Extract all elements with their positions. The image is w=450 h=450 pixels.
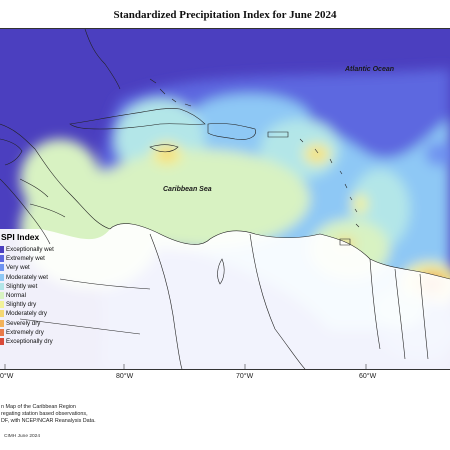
- legend-label: Moderately wet: [6, 273, 48, 281]
- legend-label: Extremely wet: [6, 255, 45, 263]
- legend-swatch: [0, 246, 4, 254]
- legend-label: Slightly wet: [6, 282, 38, 290]
- legend-label: Normal: [6, 292, 26, 300]
- legend-label: Exceptionally wet: [6, 246, 54, 254]
- legend-swatch: [0, 337, 4, 345]
- legend-swatch: [0, 292, 4, 300]
- note-line-1: n Map of the Caribbean Region: [1, 404, 76, 410]
- legend-label: Extremely dry: [6, 328, 44, 336]
- legend-title: SPI Index: [1, 232, 40, 242]
- graticule-ticks: [4, 364, 367, 369]
- legend: SPI Index Exceptionally wet Extremely wet…: [0, 232, 88, 346]
- tick-label-1: 80°W: [116, 373, 134, 380]
- legend-items: Exceptionally wet Extremely wet Very wet Mo…: [0, 245, 88, 346]
- legend-swatch: [0, 328, 4, 336]
- legend-item: Extremely dry: [0, 328, 88, 337]
- legend-swatch: [0, 310, 4, 318]
- legend-item: Exceptionally dry: [0, 337, 88, 346]
- legend-swatch: [0, 273, 4, 281]
- credit: CIMH June 2024: [4, 434, 40, 439]
- label-caribbean-sea: Caribbean Sea: [163, 186, 212, 193]
- legend-item: Very wet: [0, 263, 88, 272]
- legend-swatch: [0, 282, 4, 290]
- legend-item: Moderately wet: [0, 273, 88, 282]
- legend-label: Exceptionally dry: [6, 337, 53, 345]
- tick-label-2: 70°W: [236, 373, 254, 380]
- coastlines: [0, 29, 450, 369]
- legend-swatch: [0, 319, 4, 327]
- legend-item: Exceptionally wet: [0, 245, 88, 254]
- legend-swatch: [0, 301, 4, 309]
- legend-label: Very wet: [6, 264, 30, 272]
- map-title: Standardized Precipitation Index for Jun…: [113, 9, 337, 21]
- south-america-mask: [0, 223, 450, 369]
- tick-label-0: 0°W: [0, 373, 14, 380]
- legend-item: Slightly dry: [0, 300, 88, 309]
- tick-label-3: 60°W: [359, 373, 377, 380]
- spi-map-canvas: [0, 29, 450, 369]
- label-atlantic-ocean: Atlantic Ocean: [345, 66, 395, 73]
- legend-swatch: [0, 255, 4, 263]
- legend-swatch: [0, 264, 4, 272]
- legend-item: Extremely wet: [0, 254, 88, 263]
- legend-label: Severely dry: [6, 319, 41, 327]
- note-line-3: DF, with NCEP/NCAR Reanalysis Data.: [1, 417, 96, 424]
- legend-item: Severely dry: [0, 319, 88, 328]
- legend-label: Moderately dry: [6, 310, 47, 318]
- spi-map: Atlantic Ocean Caribbean Sea: [0, 28, 450, 370]
- note-line-2: regating station based observations,: [1, 410, 88, 417]
- legend-item: Moderately dry: [0, 309, 88, 318]
- legend-label: Slightly dry: [6, 301, 37, 309]
- legend-item: Normal: [0, 291, 88, 300]
- legend-item: Slightly wet: [0, 282, 88, 291]
- map-notes: n Map of the Caribbean Region regating s…: [1, 404, 96, 424]
